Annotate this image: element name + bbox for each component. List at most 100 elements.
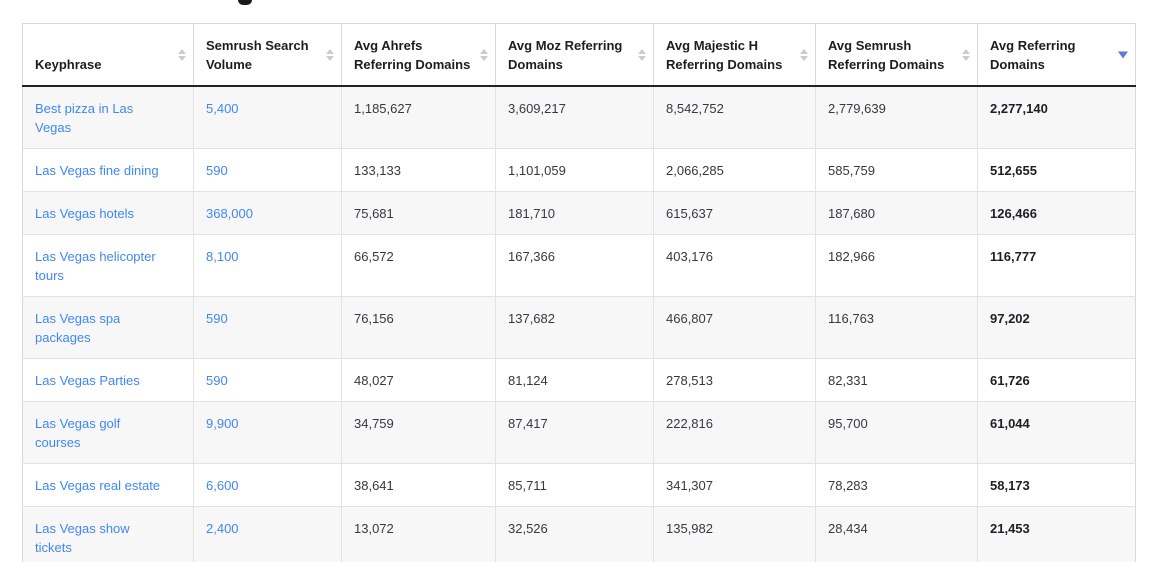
sort-toggle-icon — [480, 48, 488, 61]
keyphrase-cell: Best pizza in Las Vegas — [22, 86, 194, 149]
caret-up-icon — [326, 48, 334, 54]
avg-moz-value: 81,124 — [495, 358, 654, 402]
search-volume-cell: 2,400 — [193, 506, 342, 562]
table-row: Best pizza in Las Vegas 5,400 1,185,627 3,6… — [22, 86, 1136, 149]
avg-referring-domains-value: 58,173 — [977, 463, 1136, 507]
table-row: Las Vegas show tickets 2,400 13,072 32,526 1… — [22, 506, 1136, 562]
table-row: Las Vegas golf courses 9,900 34,759 87,417 2… — [22, 401, 1136, 464]
column-header-avg-semrush[interactable]: Avg Semrush Referring Domains — [815, 23, 978, 87]
column-header-label: Semrush Search Volume — [206, 38, 309, 72]
avg-majestic-h-value: 8,542,752 — [653, 86, 816, 149]
avg-ahrefs-value: 1,185,627 — [341, 86, 496, 149]
avg-semrush-value: 2,779,639 — [815, 86, 978, 149]
keyphrase-cell: Las Vegas hotels — [22, 191, 194, 235]
column-header-keyphrase[interactable]: Keyphrase — [22, 23, 194, 87]
keyphrase-cell: Las Vegas golf courses — [22, 401, 194, 464]
column-header-avg-moz[interactable]: Avg Moz Referring Domains — [495, 23, 654, 87]
search-volume-link[interactable]: 5,400 — [206, 101, 239, 116]
keyphrase-metrics-table: Keyphrase Semrush Search Volume Avg Ahrefs… — [22, 23, 1136, 562]
column-header-label: Avg Moz Referring Domains — [508, 38, 623, 72]
avg-semrush-value: 82,331 — [815, 358, 978, 402]
search-volume-cell: 590 — [193, 148, 342, 192]
search-volume-cell: 6,600 — [193, 463, 342, 507]
avg-majestic-h-value: 222,816 — [653, 401, 816, 464]
caret-down-icon — [178, 55, 186, 61]
search-volume-link[interactable]: 2,400 — [206, 521, 239, 536]
column-header-label: Avg Majestic H Referring Domains — [666, 38, 783, 72]
column-header-label: Keyphrase — [35, 57, 102, 72]
avg-referring-domains-value: 21,453 — [977, 506, 1136, 562]
column-header-avg-referring[interactable]: Avg Referring Domains — [977, 23, 1136, 87]
keyphrase-link[interactable]: Las Vegas spa packages — [35, 311, 121, 345]
avg-majestic-h-value: 135,982 — [653, 506, 816, 562]
avg-referring-domains-value: 61,044 — [977, 401, 1136, 464]
search-volume-link[interactable]: 590 — [206, 311, 228, 326]
search-volume-link[interactable]: 590 — [206, 163, 228, 178]
table-row: Las Vegas Parties 590 48,027 81,124 278,513 8… — [22, 358, 1136, 402]
keyphrase-link[interactable]: Las Vegas real estate — [35, 478, 161, 493]
table-row: Las Vegas helicopter tours 8,100 66,572 167… — [22, 234, 1136, 297]
search-volume-cell: 590 — [193, 296, 342, 359]
avg-ahrefs-value: 48,027 — [341, 358, 496, 402]
avg-semrush-value: 182,966 — [815, 234, 978, 297]
avg-majestic-h-value: 466,807 — [653, 296, 816, 359]
search-volume-cell: 5,400 — [193, 86, 342, 149]
avg-ahrefs-value: 38,641 — [341, 463, 496, 507]
avg-ahrefs-value: 66,572 — [341, 234, 496, 297]
table-row: Las Vegas real estate 6,600 38,641 85,711 34… — [22, 463, 1136, 507]
keyphrase-cell: Las Vegas show tickets — [22, 506, 194, 562]
avg-referring-domains-value: 126,466 — [977, 191, 1136, 235]
table-header: Keyphrase Semrush Search Volume Avg Ahrefs… — [22, 23, 1136, 87]
caret-down-icon — [800, 55, 808, 61]
column-header-semrush-search-volume[interactable]: Semrush Search Volume — [193, 23, 342, 87]
search-volume-link[interactable]: 6,600 — [206, 478, 239, 493]
caret-up-icon — [800, 48, 808, 54]
data-table: Keyphrase Semrush Search Volume Avg Ahrefs… — [22, 23, 1136, 562]
search-volume-cell: 8,100 — [193, 234, 342, 297]
caret-down-icon — [1118, 51, 1128, 58]
keyphrase-link[interactable]: Las Vegas show tickets — [35, 521, 130, 555]
keyphrase-cell: Las Vegas real estate — [22, 463, 194, 507]
column-header-label: Avg Referring Domains — [990, 38, 1076, 72]
search-volume-link[interactable]: 8,100 — [206, 249, 239, 264]
avg-semrush-value: 28,434 — [815, 506, 978, 562]
avg-referring-domains-value: 116,777 — [977, 234, 1136, 297]
caret-up-icon — [638, 48, 646, 54]
caret-down-icon — [962, 55, 970, 61]
caret-up-icon — [178, 48, 186, 54]
avg-semrush-value: 585,759 — [815, 148, 978, 192]
avg-semrush-value: 116,763 — [815, 296, 978, 359]
keyphrase-link[interactable]: Las Vegas Parties — [35, 373, 140, 388]
avg-ahrefs-value: 75,681 — [341, 191, 496, 235]
avg-moz-value: 3,609,217 — [495, 86, 654, 149]
keyphrase-cell: Las Vegas spa packages — [22, 296, 194, 359]
avg-moz-value: 1,101,059 — [495, 148, 654, 192]
keyphrase-link[interactable]: Las Vegas fine dining — [35, 163, 159, 178]
avg-moz-value: 167,366 — [495, 234, 654, 297]
sort-toggle-icon — [962, 48, 970, 61]
cropped-heading-fragment — [238, 0, 252, 5]
sort-toggle-icon — [638, 48, 646, 61]
caret-down-icon — [326, 55, 334, 61]
avg-majestic-h-value: 2,066,285 — [653, 148, 816, 192]
column-header-label: Avg Ahrefs Referring Domains — [354, 38, 471, 72]
table-body: Best pizza in Las Vegas 5,400 1,185,627 3,6… — [22, 86, 1136, 562]
sort-toggle-icon — [326, 48, 334, 61]
keyphrase-link[interactable]: Best pizza in Las Vegas — [35, 101, 134, 135]
search-volume-link[interactable]: 9,900 — [206, 416, 239, 431]
caret-down-icon — [638, 55, 646, 61]
keyphrase-link[interactable]: Las Vegas golf courses — [35, 416, 121, 450]
keyphrase-link[interactable]: Las Vegas helicopter tours — [35, 249, 156, 283]
caret-up-icon — [962, 48, 970, 54]
table-row: Las Vegas hotels 368,000 75,681 181,710 615,… — [22, 191, 1136, 235]
keyphrase-link[interactable]: Las Vegas hotels — [35, 206, 135, 221]
column-header-avg-majestic-h[interactable]: Avg Majestic H Referring Domains — [653, 23, 816, 87]
avg-ahrefs-value: 34,759 — [341, 401, 496, 464]
avg-moz-value: 32,526 — [495, 506, 654, 562]
search-volume-link[interactable]: 590 — [206, 373, 228, 388]
avg-semrush-value: 95,700 — [815, 401, 978, 464]
search-volume-cell: 590 — [193, 358, 342, 402]
column-header-avg-ahrefs[interactable]: Avg Ahrefs Referring Domains — [341, 23, 496, 87]
search-volume-link[interactable]: 368,000 — [206, 206, 253, 221]
table-row: Las Vegas spa packages 590 76,156 137,682 46… — [22, 296, 1136, 359]
